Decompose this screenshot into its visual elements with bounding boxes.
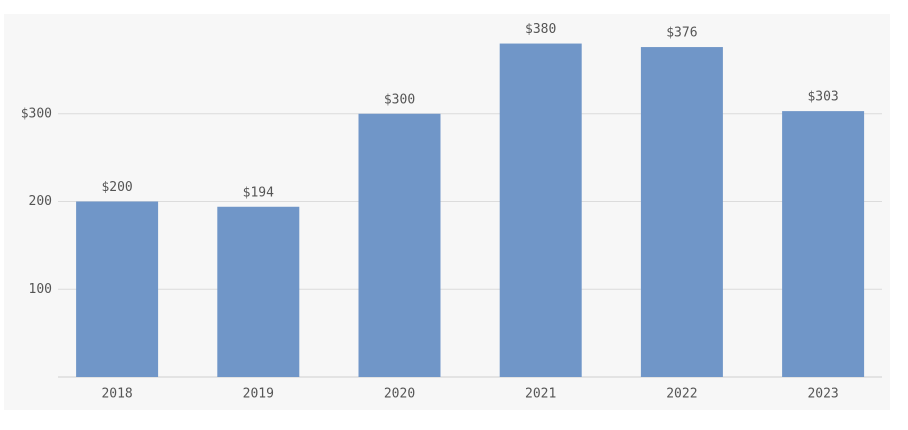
bar — [640, 47, 723, 378]
x-tick-label: 2022 — [666, 387, 697, 402]
x-tick-label: 2020 — [384, 387, 415, 402]
value-label: $380 — [525, 22, 556, 37]
value-label: $194 — [243, 185, 274, 200]
bar — [76, 201, 159, 377]
value-label: $303 — [807, 90, 838, 105]
y-tick-label: $300 — [21, 106, 52, 121]
x-tick-label: 2019 — [243, 387, 274, 402]
bar — [217, 206, 300, 377]
bar — [782, 111, 865, 378]
x-tick-label: 2021 — [525, 387, 556, 402]
x-tick-label: 2023 — [807, 387, 838, 402]
x-tick-label: 2018 — [101, 387, 132, 402]
y-tick-label: 200 — [29, 194, 52, 209]
y-tick-label: 100 — [29, 282, 52, 297]
value-label: $376 — [666, 26, 697, 41]
bar — [358, 113, 441, 377]
bar — [499, 43, 582, 378]
value-label: $200 — [101, 180, 132, 195]
value-label: $300 — [384, 92, 415, 107]
